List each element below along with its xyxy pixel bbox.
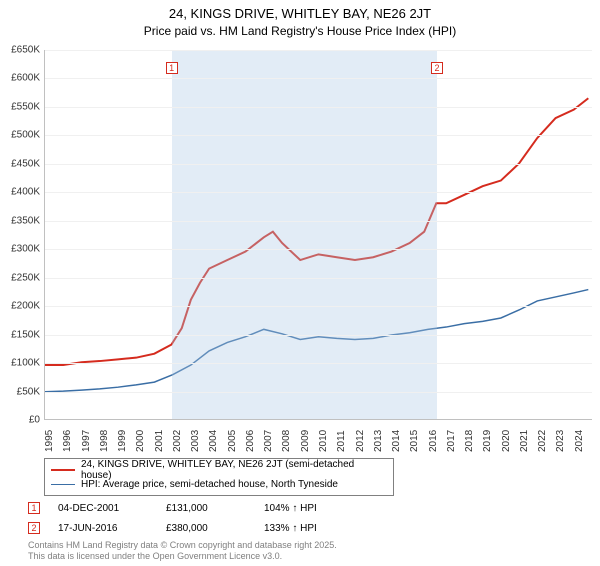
y-tick-label: £150K xyxy=(11,329,40,340)
x-tick-label: 2000 xyxy=(135,430,146,452)
footer-line-2: This data is licensed under the Open Gov… xyxy=(28,551,337,562)
x-tick-label: 2009 xyxy=(300,430,311,452)
x-tick-label: 2023 xyxy=(555,430,566,452)
chart-sale-marker-1: 1 xyxy=(166,62,178,74)
chart-container: 24, KINGS DRIVE, WHITLEY BAY, NE26 2JT P… xyxy=(0,6,600,566)
x-tick-label: 1995 xyxy=(44,430,55,452)
legend-label-hpi: HPI: Average price, semi-detached house,… xyxy=(81,479,338,490)
y-tick-label: £600K xyxy=(11,73,40,84)
x-tick-label: 2016 xyxy=(428,430,439,452)
sale-delta-2: 133% ↑ HPI xyxy=(264,523,317,534)
x-tick-label: 2008 xyxy=(281,430,292,452)
sale-date-2: 17-JUN-2016 xyxy=(58,523,148,534)
x-tick-label: 1998 xyxy=(99,430,110,452)
sale-price-1: £131,000 xyxy=(166,503,246,514)
sale-delta-1: 104% ↑ HPI xyxy=(264,503,317,514)
y-tick-label: £300K xyxy=(11,244,40,255)
sale-marker-1: 1 xyxy=(28,502,40,514)
x-tick-label: 1997 xyxy=(81,430,92,452)
attribution-footer: Contains HM Land Registry data © Crown c… xyxy=(28,540,337,562)
legend-item-price-paid: 24, KINGS DRIVE, WHITLEY BAY, NE26 2JT (… xyxy=(51,463,387,477)
x-tick-label: 2017 xyxy=(446,430,457,452)
legend-swatch-hpi xyxy=(51,484,75,485)
sale-marker-2: 2 xyxy=(28,522,40,534)
x-tick-label: 1999 xyxy=(117,430,128,452)
y-tick-label: £100K xyxy=(11,358,40,369)
sale-row-1: 1 04-DEC-2001 £131,000 104% ↑ HPI xyxy=(28,498,317,518)
y-tick-label: £0 xyxy=(29,415,40,426)
x-tick-label: 2003 xyxy=(190,430,201,452)
x-tick-label: 2011 xyxy=(336,430,347,452)
x-tick-label: 2006 xyxy=(245,430,256,452)
x-tick-label: 2007 xyxy=(263,430,274,452)
x-tick-label: 2010 xyxy=(318,430,329,452)
legend: 24, KINGS DRIVE, WHITLEY BAY, NE26 2JT (… xyxy=(44,458,394,496)
sales-table: 1 04-DEC-2001 £131,000 104% ↑ HPI 2 17-J… xyxy=(28,498,317,538)
x-tick-label: 2004 xyxy=(208,430,219,452)
legend-swatch-price-paid xyxy=(51,469,75,471)
legend-item-hpi: HPI: Average price, semi-detached house,… xyxy=(51,477,387,491)
x-tick-label: 2015 xyxy=(409,430,420,452)
x-tick-label: 2002 xyxy=(172,430,183,452)
plot-area: 12 xyxy=(44,50,592,420)
y-tick-label: £350K xyxy=(11,215,40,226)
chart-sale-marker-2: 2 xyxy=(431,62,443,74)
y-tick-label: £400K xyxy=(11,187,40,198)
x-tick-label: 2022 xyxy=(537,430,548,452)
y-tick-label: £650K xyxy=(11,45,40,56)
x-tick-label: 2001 xyxy=(154,430,165,452)
x-tick-label: 2020 xyxy=(501,430,512,452)
y-tick-label: £250K xyxy=(11,272,40,283)
x-tick-label: 2012 xyxy=(355,430,366,452)
y-tick-label: £450K xyxy=(11,158,40,169)
chart-title: 24, KINGS DRIVE, WHITLEY BAY, NE26 2JT xyxy=(0,6,600,23)
y-tick-label: £200K xyxy=(11,301,40,312)
y-tick-label: £500K xyxy=(11,130,40,141)
x-tick-label: 2019 xyxy=(482,430,493,452)
footer-line-1: Contains HM Land Registry data © Crown c… xyxy=(28,540,337,551)
x-tick-label: 2018 xyxy=(464,430,475,452)
x-tick-label: 2013 xyxy=(373,430,384,452)
sale-date-1: 04-DEC-2001 xyxy=(58,503,148,514)
chart-subtitle: Price paid vs. HM Land Registry's House … xyxy=(0,24,600,38)
x-tick-label: 1996 xyxy=(62,430,73,452)
x-tick-label: 2005 xyxy=(227,430,238,452)
x-tick-label: 2024 xyxy=(574,430,585,452)
sale-row-2: 2 17-JUN-2016 £380,000 133% ↑ HPI xyxy=(28,518,317,538)
x-tick-label: 2021 xyxy=(519,430,530,452)
sale-price-2: £380,000 xyxy=(166,523,246,534)
x-tick-label: 2014 xyxy=(391,430,402,452)
y-tick-label: £50K xyxy=(17,386,40,397)
y-tick-label: £550K xyxy=(11,101,40,112)
